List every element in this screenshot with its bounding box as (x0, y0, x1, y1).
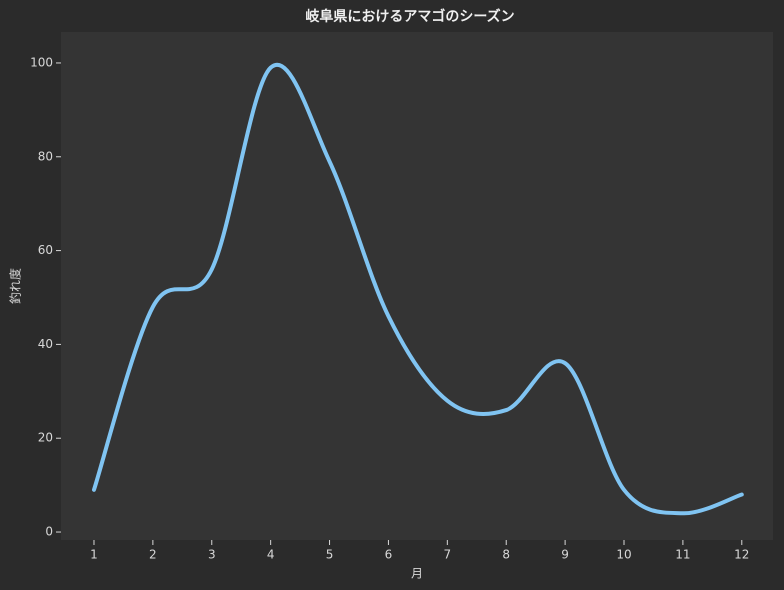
x-axis-label: 月 (411, 567, 423, 581)
plot-area (61, 32, 773, 540)
data-line (91, 63, 744, 516)
y-axis-label: 釣れ度 (8, 268, 23, 304)
x-tick-label: 9 (561, 548, 569, 562)
y-tick-label: 40 (38, 337, 53, 351)
y-tick-label: 20 (38, 431, 53, 445)
x-tick-label: 6 (385, 548, 393, 562)
x-tick-label: 5 (326, 548, 334, 562)
y-tick-label: 100 (30, 55, 53, 69)
y-tick-label: 0 (45, 525, 53, 539)
x-tick-label: 8 (502, 548, 510, 562)
x-tick-label: 1 (90, 548, 98, 562)
chart-title: 岐阜県におけるアマゴのシーズン (305, 8, 514, 25)
x-tick-label: 3 (208, 548, 216, 562)
y-tick-label: 80 (38, 149, 53, 163)
x-tick-label: 12 (734, 548, 749, 562)
y-tick-label: 60 (38, 243, 53, 257)
x-tick-label: 4 (267, 548, 275, 562)
x-tick-label: 11 (675, 548, 690, 562)
x-tick-label: 10 (616, 548, 631, 562)
x-tick-label: 7 (444, 548, 452, 562)
x-tick-label: 2 (149, 548, 157, 562)
